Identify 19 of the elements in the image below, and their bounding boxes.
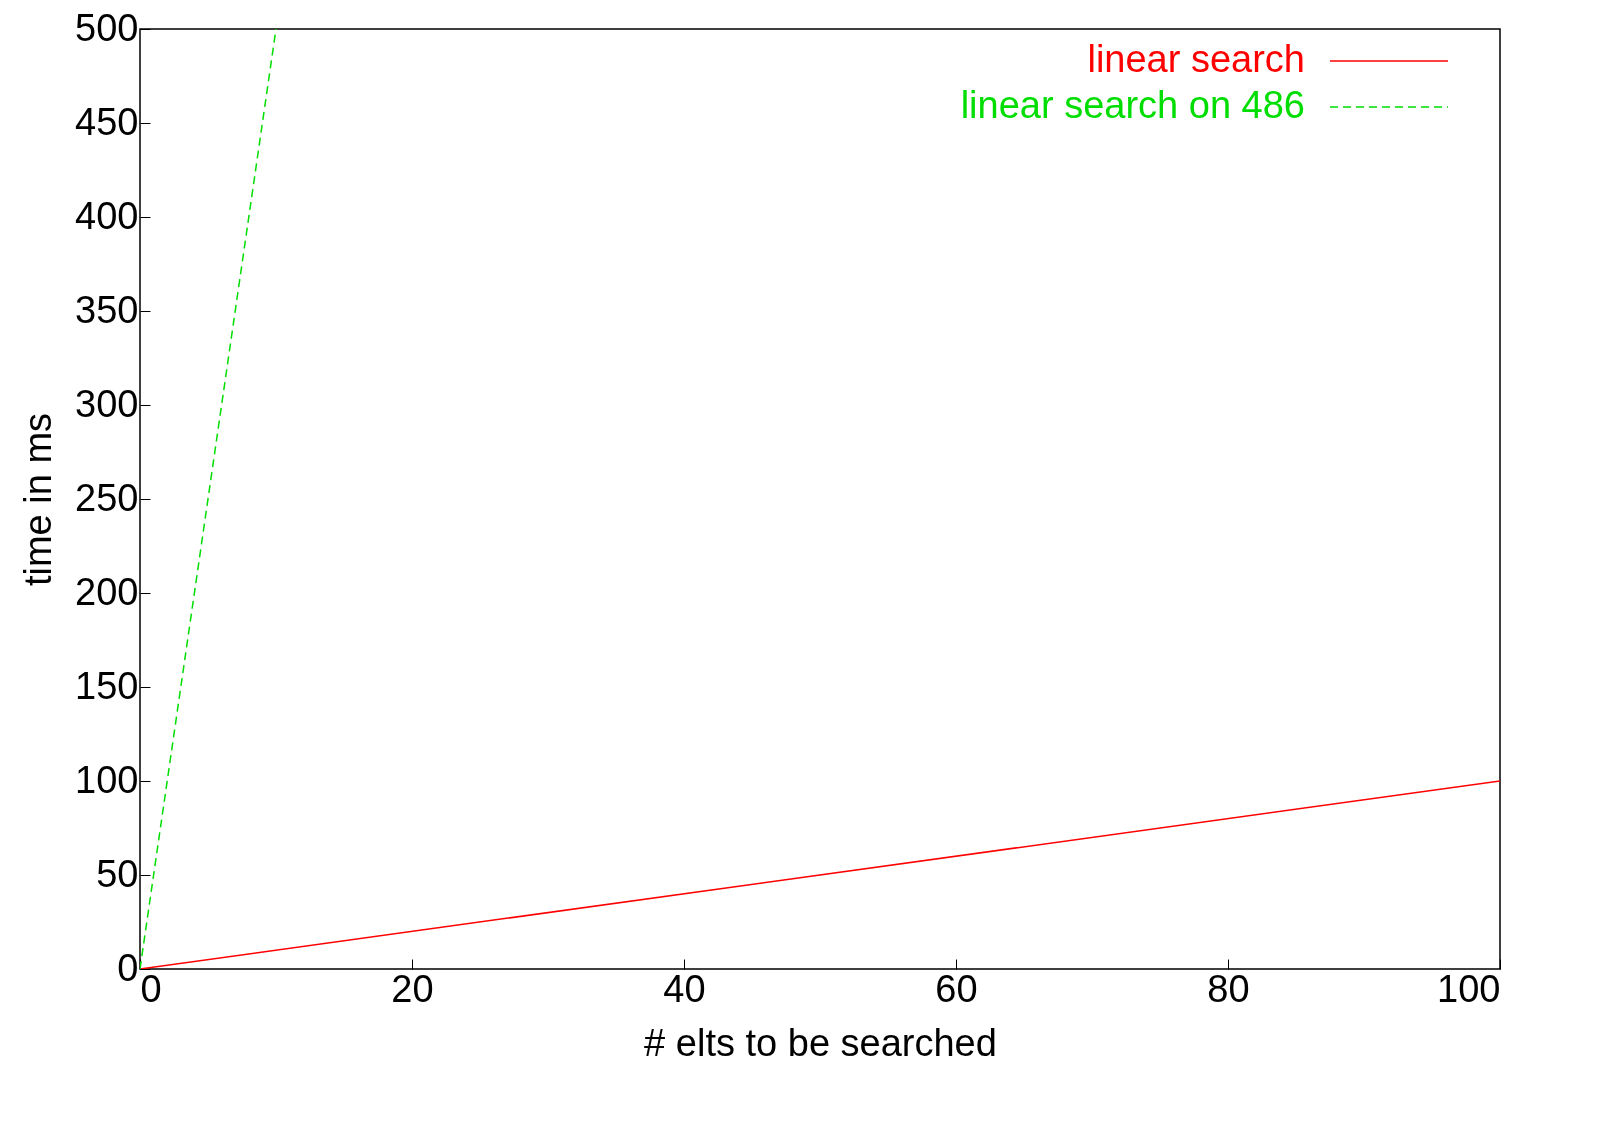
x-tick-label: 100 bbox=[1437, 967, 1501, 1010]
legend-label: linear search on 486 bbox=[960, 84, 1305, 126]
y-tick-label: 300 bbox=[75, 382, 139, 425]
y-tick-label: 200 bbox=[75, 570, 139, 613]
y-tick-label: 50 bbox=[96, 852, 139, 895]
y-tick-label: 450 bbox=[75, 100, 139, 143]
y-axis-title: time in ms bbox=[17, 412, 60, 587]
y-tick-label: 100 bbox=[75, 758, 139, 801]
y-tick-label: 400 bbox=[75, 194, 139, 237]
x-tick-label: 80 bbox=[1207, 967, 1250, 1010]
y-tick-label: 350 bbox=[75, 288, 139, 331]
y-tick-label: 250 bbox=[75, 476, 139, 519]
x-tick-label: 20 bbox=[391, 967, 434, 1010]
x-tick-label: 40 bbox=[663, 967, 706, 1010]
legend-label: linear search bbox=[1087, 38, 1305, 80]
y-tick-label: 500 bbox=[75, 6, 139, 49]
y-tick-label: 150 bbox=[75, 664, 139, 707]
x-tick-label: 60 bbox=[935, 967, 978, 1010]
x-axis-title: # elts to be searched bbox=[644, 1021, 997, 1064]
